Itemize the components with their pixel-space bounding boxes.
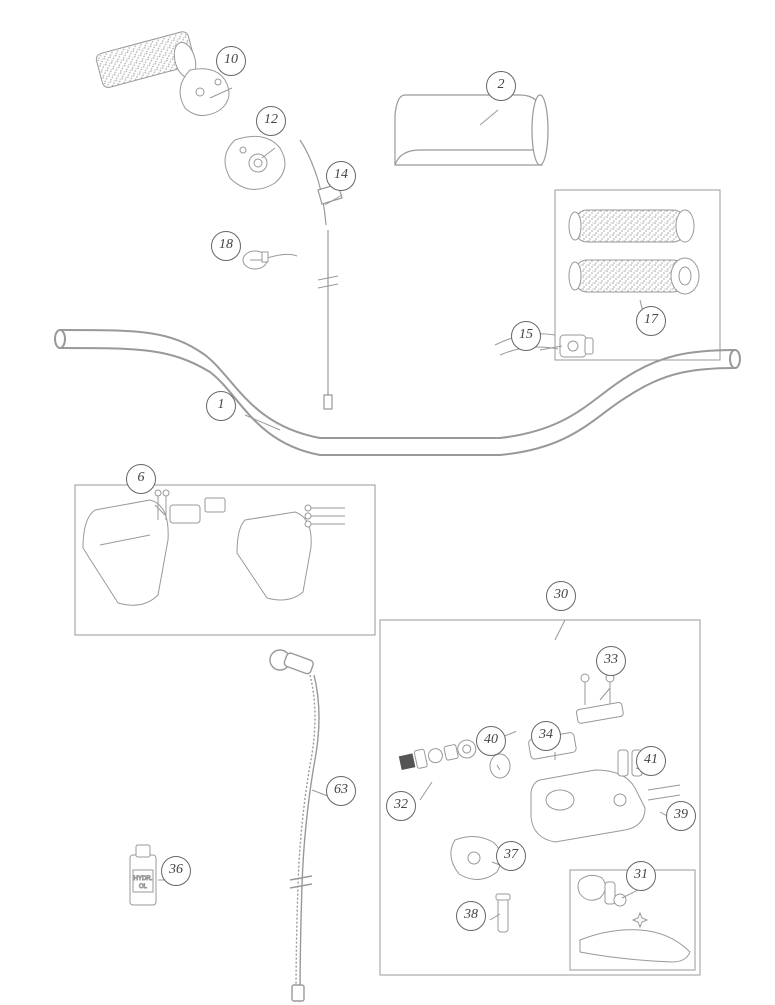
part-throttle-grip bbox=[95, 30, 229, 115]
callout-38: 38 bbox=[456, 901, 486, 931]
callout-label: 30 bbox=[554, 587, 568, 602]
callout-label: 31 bbox=[634, 867, 648, 882]
callout-label: 38 bbox=[464, 907, 478, 922]
part-clutch-hose bbox=[270, 650, 319, 1001]
svg-text:HYDR.: HYDR. bbox=[134, 876, 153, 882]
callout-label: 34 bbox=[539, 727, 553, 742]
callout-label: 14 bbox=[334, 167, 348, 182]
part-handlebar bbox=[55, 330, 740, 455]
callout-label: 40 bbox=[484, 732, 498, 747]
part-bar-pad bbox=[395, 95, 548, 165]
part-throttle-housing bbox=[225, 136, 285, 189]
callout-label: 18 bbox=[219, 237, 233, 252]
callout-label: 10 bbox=[224, 52, 238, 67]
part-hydraulic-oil: HYDR. OL bbox=[130, 845, 156, 905]
callout-30: 30 bbox=[546, 581, 576, 611]
callout-6: 6 bbox=[126, 464, 156, 494]
diagram-stage: HYDR. OL 1 bbox=[0, 0, 775, 1005]
callout-40: 40 bbox=[476, 726, 506, 756]
callout-63: 63 bbox=[326, 776, 356, 806]
callout-10: 10 bbox=[216, 46, 246, 76]
callout-label: 17 bbox=[644, 312, 658, 327]
callout-41: 41 bbox=[636, 746, 666, 776]
callout-15: 15 bbox=[511, 321, 541, 351]
callout-label: 2 bbox=[498, 77, 505, 92]
part-grips bbox=[569, 210, 699, 294]
callout-label: 15 bbox=[519, 327, 533, 342]
part-handguards bbox=[83, 490, 345, 605]
callout-17: 17 bbox=[636, 306, 666, 336]
callout-label: 6 bbox=[138, 470, 145, 485]
callout-37: 37 bbox=[496, 841, 526, 871]
callout-label: 12 bbox=[264, 112, 278, 127]
callout-2: 2 bbox=[486, 71, 516, 101]
callout-34: 34 bbox=[531, 721, 561, 751]
callout-label: 1 bbox=[218, 397, 225, 412]
callout-39: 39 bbox=[666, 801, 696, 831]
diagram-svg: HYDR. OL bbox=[0, 0, 775, 1005]
callout-label: 32 bbox=[394, 797, 408, 812]
part-master-cylinder bbox=[398, 674, 680, 932]
callout-label: 63 bbox=[334, 782, 348, 797]
callout-12: 12 bbox=[256, 106, 286, 136]
callout-31: 31 bbox=[626, 861, 656, 891]
callout-label: 39 bbox=[674, 807, 688, 822]
callout-33: 33 bbox=[596, 646, 626, 676]
callout-label: 33 bbox=[604, 652, 618, 667]
callout-14: 14 bbox=[326, 161, 356, 191]
callout-18: 18 bbox=[211, 231, 241, 261]
callout-label: 41 bbox=[644, 752, 658, 767]
callout-36: 36 bbox=[161, 856, 191, 886]
part-kill-switch bbox=[495, 334, 593, 357]
callout-label: 37 bbox=[504, 847, 518, 862]
callout-label: 36 bbox=[169, 862, 183, 877]
svg-text:OL: OL bbox=[139, 884, 148, 890]
callout-1: 1 bbox=[206, 391, 236, 421]
callout-32: 32 bbox=[386, 791, 416, 821]
